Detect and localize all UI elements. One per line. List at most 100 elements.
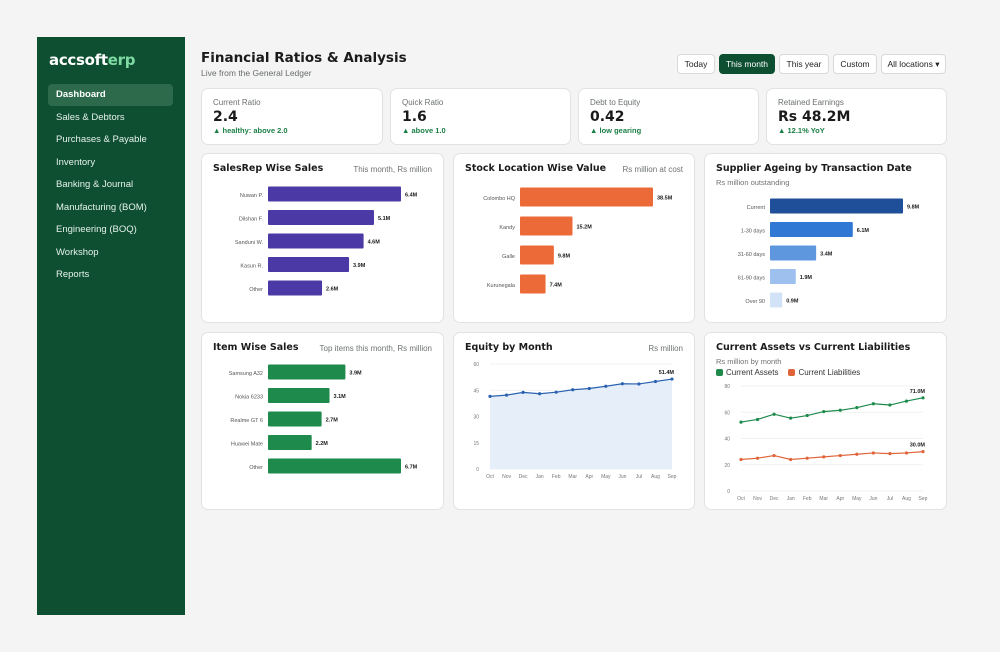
kpi-card-quick-ratio: Quick Ratio 1.6 ▲ above 1.0 xyxy=(390,88,571,145)
kpi-card-debt-to-equity: Debt to Equity 0.42 ▲ low gearing xyxy=(578,88,759,145)
x-tick-label: Feb xyxy=(803,496,812,502)
data-point xyxy=(921,396,925,400)
bar-value-label: 0.9M xyxy=(786,299,799,305)
chart-note: Top items this month, Rs million xyxy=(319,344,432,353)
page-title: Financial Ratios & Analysis xyxy=(201,50,407,66)
data-point xyxy=(888,451,892,456)
brand-suffix: erp xyxy=(107,51,136,69)
kpi-delta: ▲ above 1.0 xyxy=(402,126,446,135)
bar-category-label: Colombo HQ xyxy=(483,196,516,202)
kpi-card-retained-earnings: Retained Earnings Rs 48.2M ▲ 12.1% YoY xyxy=(766,88,947,145)
bar-value-label: 3.1M xyxy=(334,394,347,400)
bar-category-label: Galle xyxy=(502,254,515,260)
bar-value-label: 6.4M xyxy=(405,193,418,199)
brand-logo[interactable]: accsofterp xyxy=(49,51,135,69)
bar-category-label: 1-30 days xyxy=(741,229,765,235)
data-point xyxy=(789,457,793,462)
sidebar: accsofterp Dashboard Sales & Debtors Pur… xyxy=(37,37,185,615)
chart-title: Item Wise Sales xyxy=(213,342,299,353)
bar xyxy=(268,388,330,403)
area-fill xyxy=(490,379,672,469)
bar xyxy=(268,411,322,427)
y-tick-label: 15 xyxy=(473,441,479,447)
bar xyxy=(268,280,323,296)
filter-this-year-button[interactable]: This year xyxy=(779,54,829,74)
bar-category-label: Nokia 6233 xyxy=(235,395,263,401)
kpi-delta: ▲ healthy: above 2.0 xyxy=(213,126,288,135)
kpi-delta: ▲ low gearing xyxy=(590,126,642,135)
kpi-label: Debt to Equity xyxy=(590,98,641,107)
bar-value-label: 9.8M xyxy=(558,254,571,260)
sidebar-item-manufacturing[interactable]: Manufacturing (BOM) xyxy=(56,201,147,213)
sidebar-item-banking-journal[interactable]: Banking & Journal xyxy=(56,179,134,190)
x-tick-label: Nov xyxy=(502,474,511,480)
data-point xyxy=(504,393,509,397)
y-tick-label: 30 xyxy=(473,415,479,421)
y-tick-label: 60 xyxy=(724,410,730,416)
series-line xyxy=(740,397,924,423)
data-point xyxy=(805,456,809,460)
bar xyxy=(268,257,350,272)
bar-value-label: 3.9M xyxy=(353,263,366,269)
sidebar-nav: Dashboard Sales & Debtors Purchases & Pa… xyxy=(48,84,173,287)
bar xyxy=(770,245,817,261)
chart-card-supplier-ageing: Supplier Ageing by Transaction Date Rs m… xyxy=(704,153,947,323)
x-tick-label: Apr xyxy=(836,496,844,502)
data-point xyxy=(488,394,492,398)
bar-category-label: 61-90 days xyxy=(738,276,765,282)
chart-card-equity: Equity by Month Rs million 0 15 30 45 60 Oct N… xyxy=(453,332,695,510)
x-tick-label: Jun xyxy=(869,496,877,502)
bar xyxy=(268,210,374,225)
filter-this-month-button[interactable]: This month xyxy=(719,54,775,74)
x-tick-label: May xyxy=(601,474,611,480)
data-point xyxy=(538,392,542,396)
data-point xyxy=(739,457,743,462)
sidebar-item-purchases-payable[interactable]: Purchases & Payable xyxy=(56,134,147,145)
kpi-value: 2.4 xyxy=(213,109,238,125)
bar-category-label: Kasun R. xyxy=(240,264,263,270)
sidebar-item-workshop[interactable]: Workshop xyxy=(56,246,99,258)
bar-value-label: 2.7M xyxy=(326,418,339,424)
legend-item-liabilities: Current Liabilities xyxy=(788,368,860,377)
assets-liabilities-line-chart: 0 20 40 60 80 Oct Nov Dec Jan Feb Mar Apr May Jun Jul A… xyxy=(724,384,927,502)
bar-value-label: 6.7M xyxy=(405,465,418,471)
chart-card-item-sales: Item Wise Sales Top items this month, Rs… xyxy=(201,332,444,510)
bar-category-label: Over 90 xyxy=(745,299,765,305)
bar-value-label: 7.4M xyxy=(550,283,563,289)
data-point xyxy=(670,377,674,381)
stock-location-bar-chart: Colombo HQ 38.5M Kandy 15.2M Galle 9.8M Kurune… xyxy=(483,187,673,294)
kpi-label: Quick Ratio xyxy=(402,98,444,107)
data-point xyxy=(921,450,925,454)
legend-item-assets: Current Assets xyxy=(716,368,778,377)
data-point xyxy=(822,409,826,414)
filter-today-button[interactable]: Today xyxy=(677,54,715,74)
bar xyxy=(770,292,783,308)
location-select[interactable]: All locations ▾ xyxy=(881,54,946,74)
chart-title: SalesRep Wise Sales xyxy=(213,163,324,174)
bar xyxy=(520,274,546,294)
bar xyxy=(268,435,312,450)
bar xyxy=(770,198,903,214)
sidebar-item-dashboard[interactable]: Dashboard xyxy=(48,84,173,106)
x-tick-label: Oct xyxy=(737,496,745,502)
sidebar-item-reports[interactable]: Reports xyxy=(56,269,90,280)
bar-value-label: 15.2M xyxy=(577,225,593,231)
filter-custom-button[interactable]: Custom xyxy=(833,54,877,74)
data-point xyxy=(554,390,558,394)
data-point xyxy=(739,420,743,424)
x-tick-label: Jan xyxy=(787,496,795,502)
y-tick-label: 0 xyxy=(476,467,479,473)
bar xyxy=(520,216,573,236)
bar-category-label: Realme GT 6 xyxy=(230,418,263,424)
x-tick-label: Jul xyxy=(887,496,893,502)
sidebar-item-engineering[interactable]: Engineering (BOQ) xyxy=(56,224,137,235)
sidebar-item-inventory[interactable]: Inventory xyxy=(56,156,96,168)
sidebar-item-sales-debtors[interactable]: Sales & Debtors xyxy=(56,111,125,123)
chart-subtitle: Rs million outstanding xyxy=(716,178,790,187)
data-point xyxy=(888,403,892,407)
chart-subtitle: Rs million by month xyxy=(716,357,782,366)
kpi-value: 1.6 xyxy=(402,109,427,125)
data-point xyxy=(871,402,875,406)
y-tick-label: 60 xyxy=(473,362,479,368)
data-point xyxy=(904,399,909,403)
